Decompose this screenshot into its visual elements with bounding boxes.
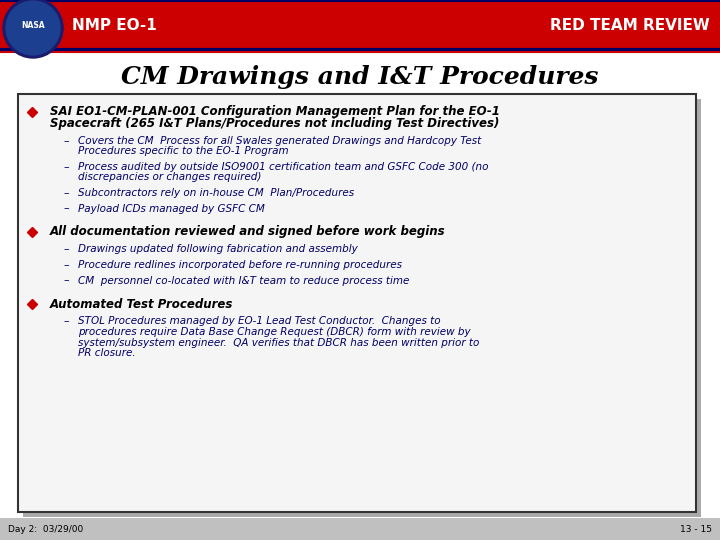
Text: NASA: NASA	[21, 22, 45, 30]
Text: Procedures specific to the EO-1 Program: Procedures specific to the EO-1 Program	[78, 146, 289, 157]
Text: –: –	[63, 245, 69, 254]
Text: Process audited by outside ISO9001 certification team and GSFC Code 300 (no: Process audited by outside ISO9001 certi…	[78, 162, 488, 172]
Text: Subcontractors rely on in-house CM  Plan/Procedures: Subcontractors rely on in-house CM Plan/…	[78, 188, 354, 198]
Text: discrepancies or changes required): discrepancies or changes required)	[78, 172, 261, 183]
Text: PR closure.: PR closure.	[78, 348, 135, 358]
Text: CM  personnel co-located with I&T team to reduce process time: CM personnel co-located with I&T team to…	[78, 275, 410, 286]
Text: SAI EO1-CM-PLAN-001 Configuration Management Plan for the EO-1: SAI EO1-CM-PLAN-001 Configuration Manage…	[50, 105, 500, 118]
Circle shape	[3, 0, 63, 58]
Text: Day 2:  03/29/00: Day 2: 03/29/00	[8, 524, 84, 534]
Text: Spacecraft (265 I&T Plans/Procedures not including Test Directives): Spacecraft (265 I&T Plans/Procedures not…	[50, 117, 500, 130]
Bar	[18, 94, 696, 512]
Text: –: –	[63, 316, 69, 327]
Text: All documentation reviewed and signed before work begins: All documentation reviewed and signed be…	[50, 226, 446, 239]
Bar	[0, 518, 720, 540]
Text: Drawings updated following fabrication and assembly: Drawings updated following fabrication a…	[78, 245, 358, 254]
Text: –: –	[63, 188, 69, 198]
Text: 13 - 15: 13 - 15	[680, 524, 712, 534]
Text: procedures require Data Base Change Request (DBCR) form with review by: procedures require Data Base Change Requ…	[78, 327, 471, 337]
Text: STOL Procedures managed by EO-1 Lead Test Conductor.  Changes to: STOL Procedures managed by EO-1 Lead Tes…	[78, 316, 441, 327]
Text: system/subsystem engineer.  QA verifies that DBCR has been written prior to: system/subsystem engineer. QA verifies t…	[78, 338, 480, 348]
Text: Automated Test Procedures: Automated Test Procedures	[50, 298, 233, 310]
Text: –: –	[63, 260, 69, 270]
Circle shape	[10, 5, 56, 51]
Text: Payload ICDs managed by GSFC CM: Payload ICDs managed by GSFC CM	[78, 204, 265, 213]
Text: –: –	[63, 162, 69, 172]
Text: –: –	[63, 136, 69, 146]
Bar	[23, 99, 701, 517]
Text: Procedure redlines incorporated before re-running procedures: Procedure redlines incorporated before r…	[78, 260, 402, 270]
Text: RED TEAM REVIEW: RED TEAM REVIEW	[550, 17, 710, 32]
Bar	[0, 0, 720, 50]
Text: CM Drawings and I&T Procedures: CM Drawings and I&T Procedures	[121, 65, 599, 89]
Circle shape	[6, 1, 60, 55]
Text: –: –	[63, 204, 69, 213]
Text: –: –	[63, 275, 69, 286]
Text: Covers the CM  Process for all Swales generated Drawings and Hardcopy Test: Covers the CM Process for all Swales gen…	[78, 136, 481, 146]
Text: NMP EO-1: NMP EO-1	[72, 17, 157, 32]
